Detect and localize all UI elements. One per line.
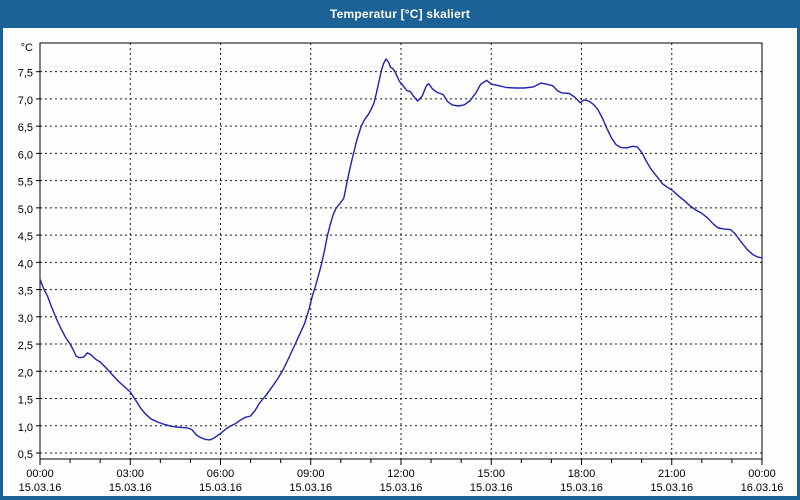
y-tick-label: 2,5 xyxy=(18,340,33,352)
y-tick-label: 1,0 xyxy=(18,422,33,434)
temperature-line xyxy=(39,58,763,441)
y-tick-label: 1,5 xyxy=(18,395,33,407)
plot-border xyxy=(39,42,763,460)
x-tick-date-label: 15.03.16 xyxy=(560,482,603,494)
x-tick-time-label: 18:00 xyxy=(568,468,596,480)
window-title: Temperatur [°C] skaliert xyxy=(329,7,471,21)
y-tick-label: 0,5 xyxy=(18,449,33,461)
x-tick-date-label: 15.03.16 xyxy=(380,482,423,494)
y-tick-label: 4,0 xyxy=(18,258,33,270)
x-tick-time-label: 06:00 xyxy=(207,468,235,480)
x-tick-time-label: 00:00 xyxy=(748,468,776,480)
y-tick-label: 7,5 xyxy=(18,68,33,80)
y-tick-label: 2,0 xyxy=(18,367,33,379)
x-tick-date-label: 15.03.16 xyxy=(289,482,332,494)
x-tick-time-label: 00:00 xyxy=(26,468,54,480)
y-tick-label: 3,5 xyxy=(18,286,33,298)
x-tick-date-label: 15.03.16 xyxy=(109,482,152,494)
x-tick-time-label: 21:00 xyxy=(658,468,686,480)
window-border-bottom xyxy=(0,496,800,500)
x-tick-date-label: 15.03.16 xyxy=(19,482,62,494)
y-tick-label: 6,0 xyxy=(18,149,33,161)
x-tick-time-label: 09:00 xyxy=(297,468,325,480)
y-tick-label: 5,5 xyxy=(18,177,33,189)
x-tick-date-label: 15.03.16 xyxy=(650,482,693,494)
y-tick-label: 6,5 xyxy=(18,122,33,134)
y-tick-label: 5,0 xyxy=(18,204,33,216)
window-titlebar: Temperatur [°C] skaliert xyxy=(0,0,800,28)
x-tick-time-label: 03:00 xyxy=(116,468,144,480)
window-border-left xyxy=(0,28,3,500)
y-tick-label: 3,0 xyxy=(18,313,33,325)
x-tick-date-label: 15.03.16 xyxy=(470,482,513,494)
y-tick-label: 4,5 xyxy=(18,231,33,243)
y-tick-label: 7,0 xyxy=(18,95,33,107)
x-tick-date-label: 16.03.16 xyxy=(741,482,784,494)
window-border-right xyxy=(797,28,800,500)
x-tick-time-label: 12:00 xyxy=(387,468,415,480)
x-tick-date-label: 15.03.16 xyxy=(199,482,242,494)
x-tick-time-label: 15:00 xyxy=(477,468,505,480)
y-axis-unit-label: °C xyxy=(21,42,33,54)
